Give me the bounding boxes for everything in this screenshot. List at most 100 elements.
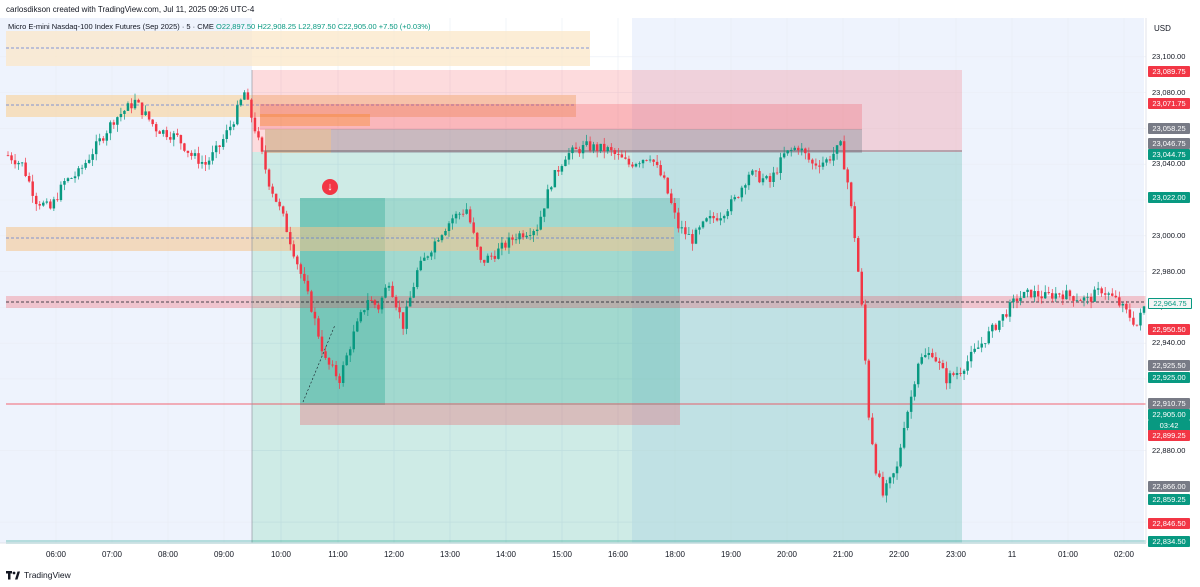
candle-body [225,130,228,140]
candle-body [451,218,454,224]
candle-body [500,242,504,249]
candle-body [490,255,493,257]
candle-body [45,201,49,203]
candle-body [317,318,320,337]
candle-body [1043,292,1047,299]
candle-body [1047,292,1050,294]
candle-body [744,185,747,188]
candle-body [631,164,634,167]
candle-body [239,99,243,106]
candle-body [250,99,253,118]
candle-body [807,153,811,160]
candle-body [493,255,497,259]
symbol-title: Micro E-mini Nasdaq-100 Index Futures (S… [8,22,214,31]
candle-body [567,153,571,160]
price-tick-label: 23,040.00 [1152,159,1186,169]
candle-body [786,150,789,154]
candle-body [483,259,486,263]
candle-body [881,476,885,496]
price-badge: 22,899.25 [1148,430,1190,441]
time-tick-label: 09:00 [213,550,235,559]
time-tick-label: 14:00 [495,550,517,559]
candle-body [800,148,804,151]
candle-body [1012,298,1015,303]
candle-body [243,92,246,100]
candle-body [804,148,807,154]
candle-body [1040,296,1043,299]
candle-body [59,184,63,201]
candle-body [461,213,465,215]
candle-body [1100,288,1103,294]
candle-body [715,218,719,221]
candle-body [1072,296,1075,301]
candle-body [525,235,528,238]
candle-body [602,143,606,152]
candle-body [486,255,490,263]
candle-body [581,145,585,154]
candle-body [617,154,620,155]
candle-body [98,138,101,142]
candle-body [740,187,744,198]
candle-body [200,161,204,164]
price-badge: 22,834.50 [1148,536,1190,547]
candle-body [1015,298,1019,302]
candle-body [768,176,772,182]
symbol-header[interactable]: Micro E-mini Nasdaq-100 Index Futures (S… [8,22,430,31]
candle-body [553,170,557,188]
candle-body [447,223,451,232]
candle-body [91,154,94,160]
candle-body [797,147,800,151]
sell-arrow-icon[interactable]: ↓ [322,179,338,195]
candle-body [1036,291,1040,297]
candle-body [634,163,638,167]
candle-body [394,297,398,308]
chart-credit: carlosdikson created with TradingView.co… [6,5,255,14]
candle-body [814,163,818,166]
candle-body [161,130,165,134]
candle-body [871,417,874,445]
candle-body [599,143,602,151]
candle-body [27,176,31,182]
candle-body [952,373,955,375]
price-badge: 22,950.50 [1148,324,1190,335]
candle-body [310,291,313,312]
currency-label[interactable]: USD [1154,24,1171,33]
candle-body [645,159,648,161]
candle-body [1026,289,1029,292]
ohlc-close: C22,905.00 [337,22,377,31]
time-tick-label: 23:00 [945,550,967,559]
candle-body [137,99,140,103]
candle-body [987,331,991,344]
price-chart[interactable] [0,18,1200,568]
candle-body [52,199,56,209]
candle-body [677,212,680,229]
candle-body [934,357,938,362]
candle-body [154,124,158,132]
candle-body [444,231,447,236]
time-tick-label: 18:00 [664,550,686,559]
price-tick-label: 23,100.00 [1152,51,1186,61]
candle-body [193,153,197,156]
candle-body [144,111,147,116]
candle-body [585,141,588,146]
candle-body [391,285,394,298]
candle-body [331,364,334,366]
candle-body [408,297,412,307]
price-badge: 23,058.25 [1148,123,1190,134]
candle-body [380,297,384,310]
time-tick-label: 15:00 [551,550,573,559]
candle-body [320,336,324,352]
candle-body [80,167,84,169]
candle-body [257,131,260,138]
candle-body [673,203,677,213]
candle-body [712,215,715,219]
candle-body [948,373,952,384]
candle-body [232,124,236,127]
candle-body [426,256,430,258]
candle-body [927,352,931,356]
price-badge: 22,905.00 [1148,409,1190,420]
candle-body [758,171,761,183]
candle-body [913,384,916,397]
candle-body [13,160,17,165]
candle-body [1086,296,1089,298]
